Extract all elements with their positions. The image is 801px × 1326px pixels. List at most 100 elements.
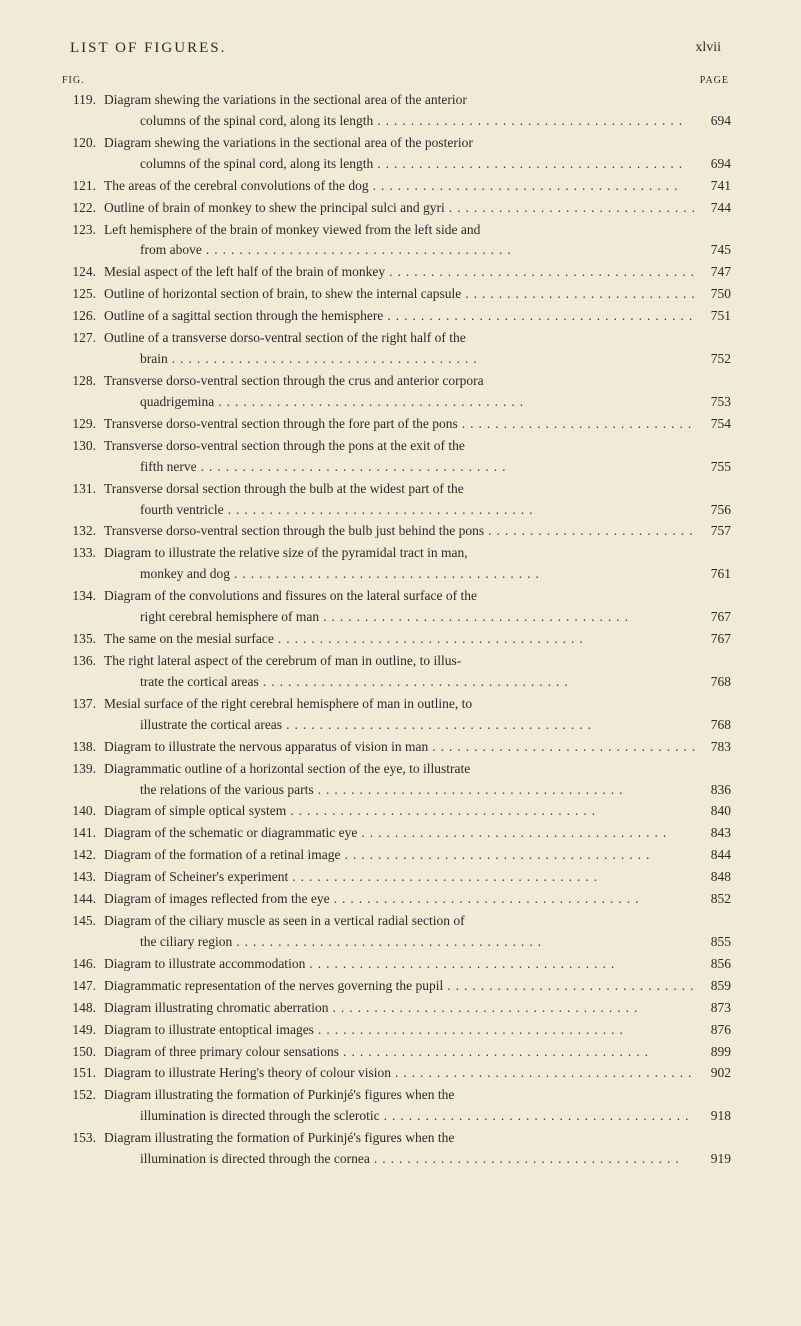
description-line2: columns of the spinal cord, along its le… <box>140 111 373 132</box>
leader-dots: ..................................... <box>197 457 695 478</box>
figure-description: Transverse dorso-ventral section through… <box>104 414 731 435</box>
figure-description: Transverse dorsal section through the bu… <box>104 479 731 521</box>
leader-dots: ..................................... <box>314 780 695 801</box>
leader-dots: ..................................... <box>224 500 695 521</box>
figure-number: 126. <box>60 306 104 327</box>
figure-number: 148. <box>60 998 104 1019</box>
description-line1: Outline of a sagittal section through th… <box>104 306 383 327</box>
description-line1: Diagram to illustrate Hering's theory of… <box>104 1063 391 1084</box>
leader-dots: ..................................... <box>305 954 695 975</box>
description-line1: Outline of a transverse dorso-ventral se… <box>104 328 466 349</box>
leader-dots: ..................................... <box>380 1106 695 1127</box>
page-number: 844 <box>695 845 731 866</box>
figure-description: Diagram of the schematic or diagrammatic… <box>104 823 731 844</box>
figure-entry: 146.Diagram to illustrate accommodation.… <box>60 954 731 975</box>
description-line1: The right lateral aspect of the cerebrum… <box>104 651 461 672</box>
leader-dots: ..................................... <box>339 1042 695 1063</box>
leader-dots: ..................................... <box>458 414 695 435</box>
description-line1: Diagram of images reflected from the eye <box>104 889 330 910</box>
figure-number: 124. <box>60 262 104 283</box>
figure-description: The same on the mesial surface..........… <box>104 629 731 650</box>
description-line1: The areas of the cerebral convolutions o… <box>104 176 369 197</box>
page-number: 750 <box>695 284 731 305</box>
figure-entry: 132.Transverse dorso-ventral section thr… <box>60 521 731 542</box>
figure-description: Diagram of three primary colour sensatio… <box>104 1042 731 1063</box>
description-line2: quadrigemina <box>140 392 214 413</box>
figure-number: 145. <box>60 911 104 932</box>
page-number: 757 <box>695 521 731 542</box>
figure-entry: 152.Diagram illustrating the formation o… <box>60 1085 731 1127</box>
description-line1: Mesial surface of the right cerebral hem… <box>104 694 472 715</box>
page-number: 848 <box>695 867 731 888</box>
figure-number: 127. <box>60 328 104 349</box>
figure-description: Diagram of the convolutions and fissures… <box>104 586 731 628</box>
description-line1: Transverse dorso-ventral section through… <box>104 521 484 542</box>
figure-number: 146. <box>60 954 104 975</box>
description-line1: Diagram to illustrate entoptical images <box>104 1020 314 1041</box>
page-number: 767 <box>695 607 731 628</box>
figure-number: 132. <box>60 521 104 542</box>
page-number: 694 <box>695 111 731 132</box>
figure-description: Outline of a sagittal section through th… <box>104 306 731 327</box>
figure-number: 153. <box>60 1128 104 1149</box>
page-number: 852 <box>695 889 731 910</box>
figure-description: Diagram to illustrate Hering's theory of… <box>104 1063 731 1084</box>
page-number: 741 <box>695 176 731 197</box>
figure-number: 135. <box>60 629 104 650</box>
figure-number: 131. <box>60 479 104 500</box>
leader-dots: ..................................... <box>443 976 695 997</box>
figure-entry: 135.The same on the mesial surface......… <box>60 629 731 650</box>
leader-dots: ..................................... <box>385 262 695 283</box>
figure-number: 141. <box>60 823 104 844</box>
page-header: LIST OF FIGURES. xlvii <box>60 40 731 57</box>
figure-entry: 119.Diagram shewing the variations in th… <box>60 90 731 132</box>
page-number: 918 <box>695 1106 731 1127</box>
figure-number: 128. <box>60 371 104 392</box>
figure-description: Mesial surface of the right cerebral hem… <box>104 694 731 736</box>
figure-entry: 134.Diagram of the convolutions and fiss… <box>60 586 731 628</box>
figure-description: Diagram of the formation of a retinal im… <box>104 845 731 866</box>
figure-number: 152. <box>60 1085 104 1106</box>
leader-dots: ..................................... <box>202 240 695 261</box>
figure-entry: 151.Diagram to illustrate Hering's theor… <box>60 1063 731 1084</box>
description-line2: trate the cortical areas <box>140 672 259 693</box>
figure-entry: 136.The right lateral aspect of the cere… <box>60 651 731 693</box>
figure-entry: 144.Diagram of images reflected from the… <box>60 889 731 910</box>
description-line1: Diagram shewing the variations in the se… <box>104 133 473 154</box>
figure-number: 119. <box>60 90 104 111</box>
figure-entry: 124.Mesial aspect of the left half of th… <box>60 262 731 283</box>
description-line2: the ciliary region <box>140 932 232 953</box>
description-line1: Left hemisphere of the brain of monkey v… <box>104 220 480 241</box>
description-line1: Diagram of simple optical system <box>104 801 286 822</box>
description-line1: Transverse dorso-ventral section through… <box>104 436 465 457</box>
leader-dots: ..................................... <box>357 823 695 844</box>
description-line1: Diagrammatic outline of a horizontal sec… <box>104 759 470 780</box>
page-number: 761 <box>695 564 731 585</box>
header-page-number: xlvii <box>695 40 721 57</box>
figure-entry: 147.Diagrammatic representation of the n… <box>60 976 731 997</box>
page-number: 747 <box>695 262 731 283</box>
figure-entry: 138.Diagram to illustrate the nervous ap… <box>60 737 731 758</box>
description-line1: Diagram of the ciliary muscle as seen in… <box>104 911 465 932</box>
figure-entry: 140.Diagram of simple optical system....… <box>60 801 731 822</box>
figure-description: Diagram illustrating the formation of Pu… <box>104 1128 731 1170</box>
figure-number: 142. <box>60 845 104 866</box>
figure-description: Outline of a transverse dorso-ventral se… <box>104 328 731 370</box>
description-line1: Diagram to illustrate accommodation <box>104 954 305 975</box>
figure-description: Diagram of images reflected from the eye… <box>104 889 731 910</box>
description-line2: right cerebral hemisphere of man <box>140 607 319 628</box>
leader-dots: ..................................... <box>391 1063 695 1084</box>
figure-entry: 148.Diagram illustrating chromatic aberr… <box>60 998 731 1019</box>
figure-description: Diagram to illustrate accommodation.....… <box>104 954 731 975</box>
figure-description: Left hemisphere of the brain of monkey v… <box>104 220 731 262</box>
page-number: 859 <box>695 976 731 997</box>
figure-entry: 129.Transverse dorso-ventral section thr… <box>60 414 731 435</box>
figure-entry: 123.Left hemisphere of the brain of monk… <box>60 220 731 262</box>
figure-description: Diagram of the ciliary muscle as seen in… <box>104 911 731 953</box>
figure-description: The right lateral aspect of the cerebrum… <box>104 651 731 693</box>
description-line1: Diagram illustrating the formation of Pu… <box>104 1128 454 1149</box>
column-headers: FIG. PAGE <box>60 75 731 86</box>
leader-dots: ..................................... <box>373 111 695 132</box>
page-number: 873 <box>695 998 731 1019</box>
page-number: 754 <box>695 414 731 435</box>
